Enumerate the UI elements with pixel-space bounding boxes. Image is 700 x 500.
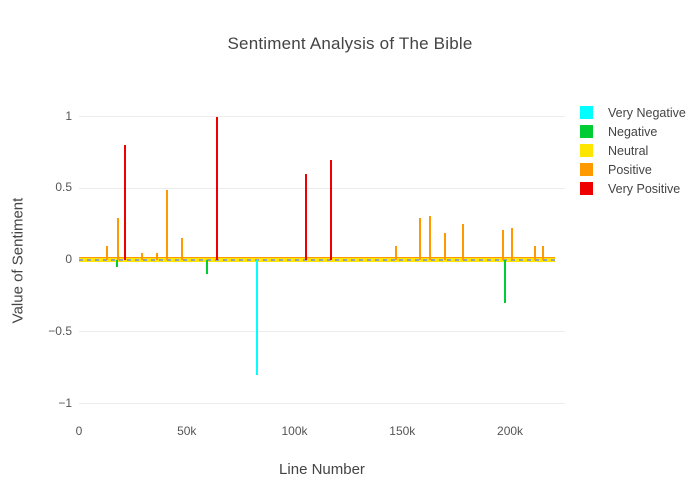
y-tick-label: 0 <box>65 252 72 266</box>
legend-item-very-positive[interactable]: Very Positive <box>580 179 686 198</box>
spike-very-negative <box>255 260 258 375</box>
chart-title: Sentiment Analysis of The Bible <box>227 34 473 53</box>
x-tick-label: 50k <box>177 424 197 438</box>
spike-positive <box>542 245 545 260</box>
legend-item-neutral[interactable]: Neutral <box>580 141 686 160</box>
legend-item-very-negative[interactable]: Very Negative <box>580 103 686 122</box>
spike-very-positive <box>124 145 127 260</box>
spike-negative <box>206 260 209 275</box>
y-tick-label: −0.5 <box>48 323 72 338</box>
x-tick-label: 150k <box>389 424 416 438</box>
legend-label: Neutral <box>608 143 649 158</box>
spike-positive <box>140 252 143 260</box>
legend-swatch-icon <box>580 144 593 157</box>
x-tick-label: 200k <box>497 424 524 438</box>
spike-positive <box>181 238 184 260</box>
spike-positive <box>394 245 397 260</box>
legend-swatch-icon <box>580 106 593 119</box>
gridline <box>79 116 565 117</box>
gridline <box>79 187 565 189</box>
spike-very-positive <box>305 173 308 260</box>
spike-positive <box>106 245 109 260</box>
spike-negative <box>115 260 118 268</box>
legend-item-positive[interactable]: Positive <box>580 160 686 179</box>
legend-label: Very Negative <box>608 105 686 120</box>
spike-positive <box>156 252 159 260</box>
zero-line-dashed <box>79 259 556 261</box>
spike-positive <box>429 215 432 260</box>
legend-label: Very Positive <box>608 181 681 196</box>
legend-swatch-icon <box>580 125 593 138</box>
legend-swatch-icon <box>580 163 593 176</box>
spike-positive <box>534 245 537 260</box>
spike-very-positive <box>215 116 218 260</box>
legend: Very Negative Negative Neutral Positive Very… <box>580 103 686 198</box>
legend-swatch-icon <box>580 182 593 195</box>
spike-positive <box>461 224 464 260</box>
gridline <box>79 331 565 333</box>
spike-positive <box>510 228 513 260</box>
spike-negative <box>504 260 507 304</box>
spike-very-positive <box>330 159 333 260</box>
y-tick-label: −1 <box>58 395 72 410</box>
gridline <box>79 403 565 404</box>
spike-positive <box>444 232 447 260</box>
x-tick-label: 0 <box>75 424 83 438</box>
y-tick-label: 0.5 <box>55 180 72 195</box>
y-axis-title: Value of Sentiment <box>9 197 27 324</box>
spike-positive <box>418 218 421 260</box>
spike-positive <box>166 189 169 260</box>
legend-label: Negative <box>608 124 658 139</box>
x-axis-title: Line Number <box>279 461 365 478</box>
x-tick-label: 100k <box>281 424 308 438</box>
spike-positive <box>502 229 505 260</box>
spike-positive <box>117 218 120 260</box>
y-tick-label: 1 <box>65 108 72 123</box>
legend-item-negative[interactable]: Negative <box>580 122 686 141</box>
legend-label: Positive <box>608 162 652 177</box>
